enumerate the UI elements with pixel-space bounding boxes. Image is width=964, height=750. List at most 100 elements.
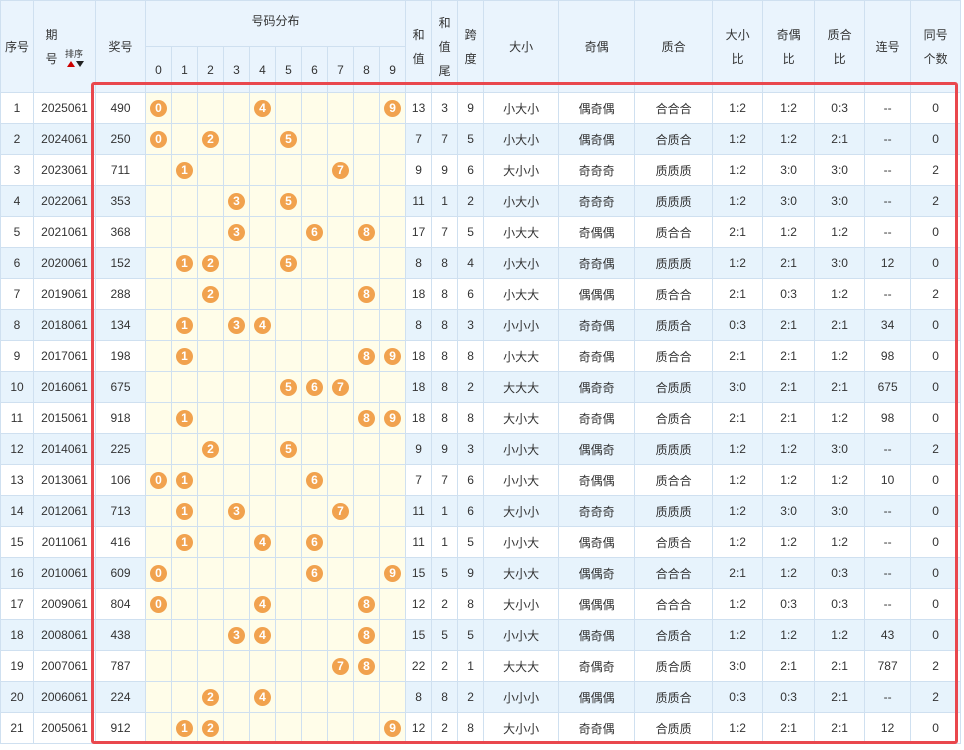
dist-cell: 0 bbox=[145, 92, 172, 124]
digit-header: 4 bbox=[249, 46, 276, 93]
cell: 合质合 bbox=[634, 619, 714, 651]
cell: 合质合 bbox=[634, 526, 714, 558]
dist-cell bbox=[275, 278, 302, 310]
cell: 8 bbox=[431, 402, 459, 434]
dist-cell bbox=[353, 712, 380, 744]
cell: 8 bbox=[457, 712, 485, 744]
dist-cell bbox=[249, 495, 276, 527]
cell: 787 bbox=[864, 650, 912, 682]
cell: -- bbox=[864, 92, 912, 124]
cell: 2020061 bbox=[33, 247, 96, 279]
dist-cell: 5 bbox=[275, 371, 302, 403]
cell: 21 bbox=[0, 712, 34, 744]
cell: 353 bbox=[95, 185, 146, 217]
dist-cell bbox=[327, 123, 354, 155]
cell: 2:1 bbox=[814, 309, 866, 341]
cell: 0 bbox=[910, 495, 962, 527]
cell: 10 bbox=[0, 371, 34, 403]
dist-cell bbox=[353, 92, 380, 124]
dist-cell bbox=[378, 371, 407, 403]
cell: 2:1 bbox=[814, 650, 866, 682]
dist-cell bbox=[197, 216, 224, 248]
dist-cell: 9 bbox=[378, 92, 407, 124]
cell: 713 bbox=[95, 495, 146, 527]
cell: 18 bbox=[405, 371, 433, 403]
cell: -- bbox=[864, 526, 912, 558]
cell: 奇奇奇 bbox=[558, 154, 636, 186]
cell: 198 bbox=[95, 340, 146, 372]
cell: 奇偶偶 bbox=[558, 464, 636, 496]
table-row: 14 2012061 713 1 3 7 11 1 6 大小小 奇奇奇 质质质 1:2 3:0 3:0 -- 0 bbox=[0, 495, 962, 527]
dist-cell bbox=[197, 154, 224, 186]
table-row: 9 2017061 198 1 8 9 18 8 8 小大大 奇奇偶 质合合 2:1 2:1 1:2 98 0 bbox=[0, 340, 962, 372]
dist-cell bbox=[145, 278, 172, 310]
cell: 2005061 bbox=[33, 712, 96, 744]
number-ball: 3 bbox=[228, 316, 245, 334]
cell: 9 bbox=[431, 433, 459, 465]
dist-cell bbox=[378, 495, 407, 527]
cell: 2024061 bbox=[33, 123, 96, 155]
dist-cell: 1 bbox=[171, 464, 198, 496]
cell: 12 bbox=[0, 433, 34, 465]
cell: 1:2 bbox=[762, 216, 816, 248]
cell: 小大大 bbox=[483, 216, 560, 248]
cell: 0:3 bbox=[814, 588, 866, 620]
dist-cell bbox=[223, 123, 250, 155]
dist-cell: 2 bbox=[197, 247, 224, 279]
dist-cell bbox=[353, 495, 380, 527]
cell: 大小小 bbox=[483, 588, 560, 620]
dist-cell bbox=[327, 464, 354, 496]
dist-cell bbox=[275, 526, 302, 558]
cell: 912 bbox=[95, 712, 146, 744]
dist-cell bbox=[171, 185, 198, 217]
cell: 224 bbox=[95, 681, 146, 713]
cell: 2014061 bbox=[33, 433, 96, 465]
cell: 2:1 bbox=[712, 216, 764, 248]
dist-cell: 0 bbox=[145, 123, 172, 155]
dist-cell: 1 bbox=[171, 340, 198, 372]
cell: 1:2 bbox=[762, 433, 816, 465]
cell: 2:1 bbox=[712, 340, 764, 372]
cell: 2 bbox=[457, 185, 485, 217]
cell: 偶奇偶 bbox=[558, 619, 636, 651]
cell: 106 bbox=[95, 464, 146, 496]
digit-header: 1 bbox=[171, 46, 198, 93]
cell: 1:2 bbox=[712, 185, 764, 217]
number-ball: 1 bbox=[176, 471, 193, 489]
cell: 0 bbox=[910, 92, 962, 124]
cell: 0 bbox=[910, 309, 962, 341]
dist-cell bbox=[171, 433, 198, 465]
dist-cell: 8 bbox=[353, 216, 380, 248]
dist-cell bbox=[145, 309, 172, 341]
dist-cell: 3 bbox=[223, 619, 250, 651]
dist-cell bbox=[145, 154, 172, 186]
sort-control[interactable]: 排序 bbox=[64, 49, 84, 69]
cell: 11 bbox=[405, 495, 433, 527]
dist-cell bbox=[145, 650, 172, 682]
table-row: 13 2013061 106 0 1 6 7 7 6 小小大 奇偶偶 质合合 1:2 1:2 1:2 10 0 bbox=[0, 464, 962, 496]
dist-cell bbox=[301, 309, 328, 341]
cell: 2:1 bbox=[762, 650, 816, 682]
dist-cell bbox=[145, 216, 172, 248]
header-cell: 号码分布 bbox=[144, 0, 407, 47]
digit-header: 9 bbox=[378, 46, 407, 93]
cell: 奇偶奇 bbox=[558, 650, 636, 682]
number-ball: 8 bbox=[358, 657, 375, 675]
number-ball: 0 bbox=[150, 564, 167, 582]
header-cell[interactable]: 期号 排序 bbox=[33, 0, 96, 93]
cell: -- bbox=[864, 495, 912, 527]
cell: 6 bbox=[457, 154, 485, 186]
dist-cell bbox=[327, 433, 354, 465]
cell: 2017061 bbox=[33, 340, 96, 372]
dist-cell: 1 bbox=[171, 402, 198, 434]
cell: 11 bbox=[405, 526, 433, 558]
cell: 7 bbox=[405, 464, 433, 496]
number-ball: 7 bbox=[332, 378, 349, 396]
dist-cell bbox=[223, 278, 250, 310]
cell: 2:1 bbox=[814, 712, 866, 744]
header-cell: 质合比 bbox=[814, 0, 866, 93]
cell: 9 bbox=[431, 154, 459, 186]
cell: 大小大 bbox=[483, 402, 560, 434]
dist-cell: 3 bbox=[223, 216, 250, 248]
number-ball: 3 bbox=[228, 223, 245, 241]
